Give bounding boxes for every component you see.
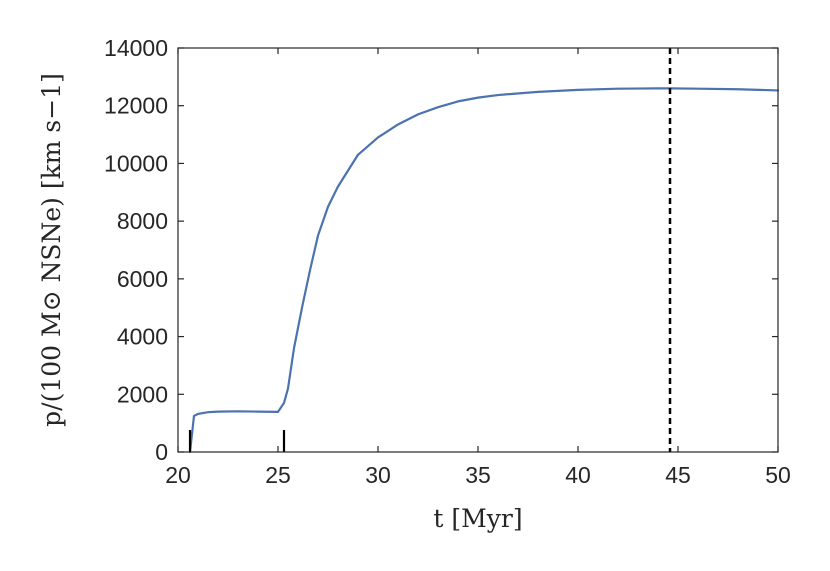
x-tick-label: 30 [365, 462, 391, 488]
y-tick-label: 6000 [117, 266, 168, 292]
y-axis: 0 2000 4000 6000 8000 10000 12000 14000 [104, 35, 778, 465]
y-tick-label: 2000 [117, 381, 168, 407]
x-tick-label: 25 [265, 462, 291, 488]
y-tick-label: 10000 [104, 150, 168, 176]
y-tick-label: 14000 [104, 35, 168, 61]
plot-area [188, 48, 780, 454]
y-tick-label: 4000 [117, 324, 168, 350]
x-tick-label: 45 [665, 462, 691, 488]
y-tick-label: 0 [155, 439, 168, 465]
x-tick-label: 20 [165, 462, 191, 488]
x-axis: 20 25 30 35 40 45 50 [165, 48, 791, 488]
x-tick-label: 40 [565, 462, 591, 488]
y-tick-label: 8000 [117, 208, 168, 234]
x-tick-label: 35 [465, 462, 491, 488]
x-tick-label: 50 [765, 462, 791, 488]
y-tick-label: 12000 [104, 93, 168, 119]
y-axis-label: p/(100 M⊙ NSNe) [km s−1] [37, 73, 66, 427]
x-axis-label: t [Myr] [433, 504, 522, 533]
series-line-0 [188, 87, 780, 454]
